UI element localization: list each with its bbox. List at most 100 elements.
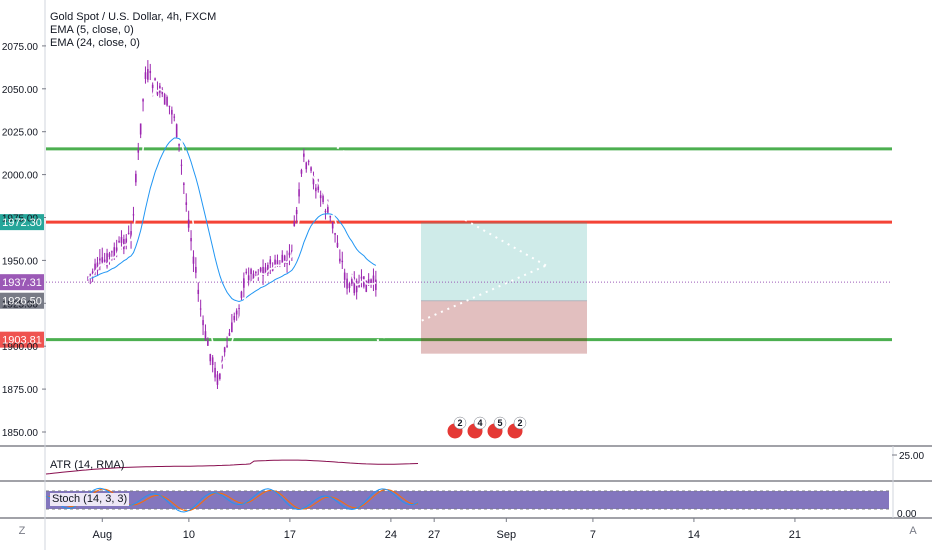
stop-zone[interactable] bbox=[421, 300, 587, 354]
candle-body[interactable] bbox=[168, 105, 171, 107]
candle-body[interactable] bbox=[132, 214, 135, 216]
candle-body[interactable] bbox=[156, 89, 159, 95]
candle-body[interactable] bbox=[295, 209, 298, 215]
candle-body[interactable] bbox=[178, 143, 180, 146]
candle-body[interactable] bbox=[252, 273, 255, 280]
candle-body[interactable] bbox=[334, 233, 336, 235]
candle-body[interactable] bbox=[197, 289, 200, 295]
candle-body[interactable] bbox=[293, 221, 296, 227]
candle-body[interactable] bbox=[175, 124, 178, 138]
candle-body[interactable] bbox=[211, 357, 214, 365]
candle-body[interactable] bbox=[319, 195, 322, 199]
candle-body[interactable] bbox=[147, 69, 149, 80]
candle-body[interactable] bbox=[125, 238, 128, 245]
candle-body[interactable] bbox=[291, 250, 293, 252]
candle-body[interactable] bbox=[96, 262, 99, 271]
candle-body[interactable] bbox=[135, 173, 137, 183]
candle-body[interactable] bbox=[231, 322, 233, 333]
candle-body[interactable] bbox=[245, 271, 248, 273]
candle-body[interactable] bbox=[238, 308, 240, 310]
atr-legend[interactable]: ATR (14, RMA) bbox=[50, 459, 125, 471]
candle-body[interactable] bbox=[89, 274, 92, 276]
candle-body[interactable] bbox=[207, 340, 209, 346]
candle-body[interactable] bbox=[372, 275, 375, 285]
ema5-line[interactable] bbox=[87, 87, 377, 367]
candle-body[interactable] bbox=[346, 278, 348, 289]
candle-body[interactable] bbox=[202, 320, 204, 326]
triangle-upper-line[interactable] bbox=[202, 70, 547, 267]
candle-body[interactable] bbox=[209, 354, 212, 362]
candle-body[interactable] bbox=[257, 274, 260, 276]
candle-body[interactable] bbox=[187, 219, 190, 228]
stoch-d-line[interactable] bbox=[45, 488, 419, 512]
price-tag[interactable] bbox=[0, 292, 44, 309]
candle-body[interactable] bbox=[327, 207, 329, 213]
ema5-legend[interactable]: EMA (5, close, 0) bbox=[50, 24, 134, 36]
candle-body[interactable] bbox=[269, 259, 272, 265]
candle-body[interactable] bbox=[171, 109, 173, 115]
target-zone[interactable] bbox=[421, 222, 587, 301]
candle-body[interactable] bbox=[348, 283, 351, 289]
candle-body[interactable] bbox=[137, 149, 140, 153]
candle-body[interactable] bbox=[139, 123, 142, 135]
candle-body[interactable] bbox=[351, 279, 353, 284]
candle-body[interactable] bbox=[144, 72, 147, 79]
candle-body[interactable] bbox=[331, 221, 334, 229]
candle-body[interactable] bbox=[250, 269, 252, 275]
candle-body[interactable] bbox=[360, 276, 363, 279]
price-tag[interactable] bbox=[0, 274, 44, 291]
candle-body[interactable] bbox=[183, 183, 185, 186]
candle-body[interactable] bbox=[228, 332, 231, 336]
candle-body[interactable] bbox=[185, 202, 188, 205]
candle-body[interactable] bbox=[130, 231, 132, 240]
candle-body[interactable] bbox=[298, 189, 300, 197]
candle-body[interactable] bbox=[115, 247, 118, 251]
candle-body[interactable] bbox=[276, 260, 279, 265]
candle-body[interactable] bbox=[310, 167, 312, 171]
candle-body[interactable] bbox=[99, 258, 101, 261]
candle-body[interactable] bbox=[300, 169, 303, 174]
candle-body[interactable] bbox=[180, 164, 183, 166]
candle-body[interactable] bbox=[322, 195, 324, 202]
candle-body[interactable] bbox=[370, 279, 372, 283]
price-tag[interactable] bbox=[0, 214, 44, 231]
candle-body[interactable] bbox=[111, 251, 113, 253]
candle-body[interactable] bbox=[305, 162, 308, 170]
stoch-k-line[interactable] bbox=[45, 487, 419, 513]
candle-body[interactable] bbox=[166, 96, 168, 106]
symbol-title[interactable]: Gold Spot / U.S. Dollar, 4h, FXCM bbox=[50, 11, 217, 23]
candle-body[interactable] bbox=[317, 186, 320, 191]
candle-body[interactable] bbox=[267, 264, 269, 274]
candle-body[interactable] bbox=[343, 272, 346, 280]
candle-body[interactable] bbox=[367, 279, 370, 285]
candle-body[interactable] bbox=[341, 260, 344, 263]
candle-body[interactable] bbox=[365, 280, 368, 292]
candle-body[interactable] bbox=[226, 345, 228, 347]
candle-body[interactable] bbox=[288, 252, 291, 256]
candle-body[interactable] bbox=[94, 263, 96, 273]
candle-body[interactable] bbox=[173, 116, 176, 118]
candle-body[interactable] bbox=[283, 255, 286, 264]
candle-body[interactable] bbox=[274, 259, 276, 265]
candle-body[interactable] bbox=[223, 347, 226, 353]
candle-body[interactable] bbox=[108, 253, 111, 257]
auto-scale-icon[interactable]: A bbox=[909, 525, 917, 537]
candle-body[interactable] bbox=[262, 266, 264, 276]
candle-body[interactable] bbox=[315, 187, 317, 192]
candle-body[interactable] bbox=[113, 247, 116, 258]
candle-body[interactable] bbox=[216, 374, 219, 385]
candle-body[interactable] bbox=[91, 271, 94, 275]
candle-body[interactable] bbox=[375, 279, 377, 290]
candle-body[interactable] bbox=[233, 316, 236, 321]
ema24-legend[interactable]: EMA (24, close, 0) bbox=[50, 37, 140, 49]
candle-body[interactable] bbox=[303, 153, 305, 157]
candle-body[interactable] bbox=[151, 84, 154, 89]
candle-body[interactable] bbox=[154, 78, 156, 81]
candle-body[interactable] bbox=[106, 253, 108, 267]
candle-body[interactable] bbox=[259, 267, 262, 272]
candle-body[interactable] bbox=[142, 99, 144, 102]
candle-body[interactable] bbox=[255, 272, 257, 274]
candle-body[interactable] bbox=[204, 331, 207, 340]
candle-body[interactable] bbox=[247, 275, 250, 281]
